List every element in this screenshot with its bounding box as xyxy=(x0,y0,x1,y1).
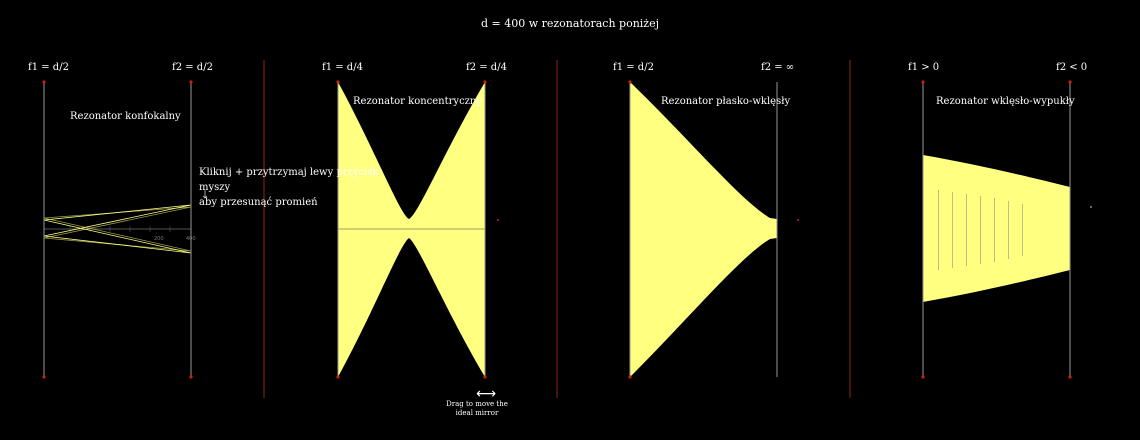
focus-marker xyxy=(497,219,499,221)
page-title: d = 400 w rezonatorach poniżej xyxy=(480,17,660,30)
mirror-end-marker xyxy=(42,375,46,379)
beam-envelope[interactable] xyxy=(923,155,1070,302)
hint-line-2: aby przesunąć promień xyxy=(199,197,318,208)
axis-tick-label-400: 400 xyxy=(186,236,196,242)
panel1-left-focal-label: f1 = d/2 xyxy=(28,62,69,73)
mirror-end-marker xyxy=(189,375,193,379)
axis-tick-label-200: 200 xyxy=(154,236,164,242)
panel2-right-focal-label: f2 = d/4 xyxy=(466,62,507,73)
mirror-end-marker xyxy=(921,375,925,379)
mirror-end-marker xyxy=(1068,80,1072,84)
mirror-end-marker xyxy=(483,80,487,84)
mirror-end-marker xyxy=(336,80,340,84)
interaction-hint: Kliknij + przytrzymaj lewy przycisk mysz… xyxy=(199,165,399,210)
drag-hint-label: Drag to move the ideal mirror xyxy=(446,400,508,417)
concave-convex-diagram[interactable] xyxy=(921,80,1092,379)
panel3-title: Rezonator płasko-wklęsły xyxy=(661,96,791,107)
panel4-left-focal-label: f1 > 0 xyxy=(908,62,940,73)
panel3-right-focal-label: f2 = ∞ xyxy=(761,62,795,73)
confocal-diagram[interactable]: 200 400 xyxy=(42,80,196,379)
hint-line-1: Kliknij + przytrzymaj lewy przycisk mysz… xyxy=(199,167,379,193)
mirror-end-marker xyxy=(1068,375,1072,379)
mirror-end-marker xyxy=(628,375,632,379)
hint-pointer-icon xyxy=(202,190,208,199)
beam-speckle xyxy=(938,190,1023,270)
axis-ticks xyxy=(69,226,171,232)
concentric-diagram[interactable] xyxy=(336,80,499,379)
panel3-left-focal-label: f1 = d/2 xyxy=(613,62,654,73)
panel2-title: Rezonator koncentryczny xyxy=(353,96,483,107)
focus-marker xyxy=(1090,206,1092,208)
plano-concave-diagram[interactable] xyxy=(628,80,799,379)
panel4-right-focal-label: f2 < 0 xyxy=(1056,62,1088,73)
mirror-end-marker xyxy=(336,375,340,379)
mirror-end-marker xyxy=(483,375,487,379)
focus-marker xyxy=(797,219,799,221)
panel2-left-focal-label: f1 = d/4 xyxy=(322,62,363,73)
beam-envelope[interactable] xyxy=(630,82,777,377)
panel4-title: Rezonator wklęsło-wypukły xyxy=(936,96,1075,107)
mirror-end-marker xyxy=(189,80,193,84)
mirror-end-marker xyxy=(921,80,925,84)
beam-envelope[interactable] xyxy=(338,82,485,377)
panel-dividers xyxy=(263,60,851,398)
mirror-end-marker xyxy=(42,80,46,84)
panel1-title: Rezonator konfokalny xyxy=(70,111,181,122)
double-arrow-icon[interactable]: ⟷ xyxy=(476,386,497,402)
panel1-right-focal-label: f2 = d/2 xyxy=(172,62,213,73)
mirror-end-marker xyxy=(628,80,632,84)
